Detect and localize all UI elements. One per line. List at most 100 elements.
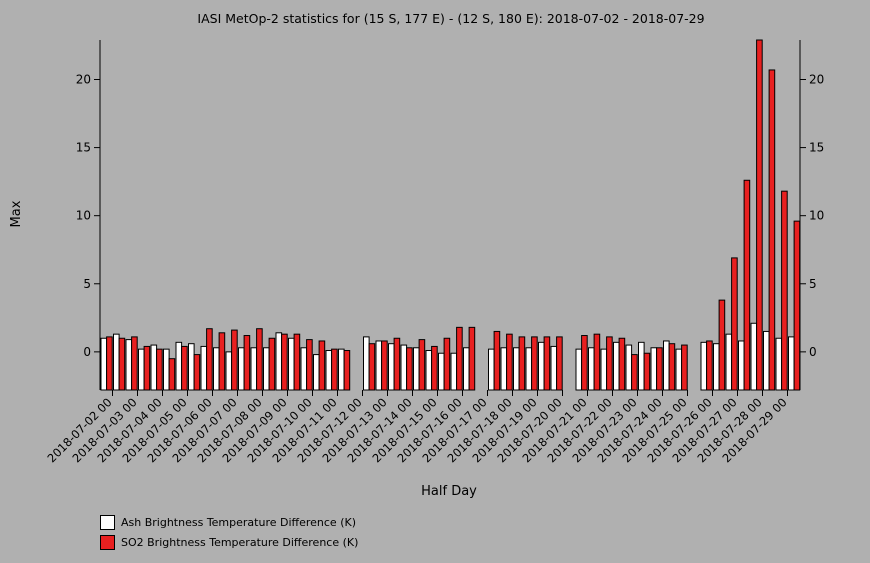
so2-bar [506, 333, 513, 391]
so2-bar [231, 329, 238, 391]
so2-bar [793, 220, 801, 391]
y-axis-label: Max [9, 200, 24, 227]
ash-bar [100, 337, 108, 391]
ash-bar [125, 339, 133, 391]
legend-swatch-so2 [100, 534, 115, 550]
so2-bar [731, 257, 738, 391]
ash-bar [150, 344, 158, 391]
so2-bar [293, 333, 301, 391]
ash-bar [725, 333, 733, 391]
ash-bar [163, 348, 170, 391]
ash-bar [525, 347, 533, 391]
so2-bar [443, 337, 451, 391]
ash-bar [538, 341, 545, 391]
so2-bar [418, 339, 426, 391]
y-tick-label-left: 0 [83, 345, 91, 359]
ash-bar [325, 350, 333, 391]
ash-bar [450, 352, 458, 391]
so2-bar [281, 333, 288, 391]
so2-bar [543, 336, 551, 391]
so2-bar [643, 352, 651, 391]
ash-bar [550, 345, 558, 391]
so2-bar [318, 340, 326, 391]
legend-label-so2: SO2 Brightness Temperature Difference (K… [121, 535, 359, 549]
legend: Ash Brightness Temperature Difference (K… [100, 512, 358, 552]
so2-bar [106, 336, 113, 391]
so2-bar [456, 326, 463, 391]
so2-bar [531, 336, 538, 391]
ash-bar [200, 345, 208, 391]
so2-bar [768, 69, 776, 391]
ash-bar [588, 347, 595, 391]
ash-bar [213, 347, 220, 391]
so2-bar [618, 337, 626, 391]
legend-swatch-ash [100, 514, 115, 530]
so2-bar [556, 336, 563, 391]
y-tick-label-right: 20 [809, 72, 824, 86]
so2-bar [406, 347, 413, 391]
so2-bar [331, 348, 338, 391]
x-axis-label: Half Day [421, 484, 477, 499]
so2-bar [118, 337, 126, 391]
so2-bar [131, 336, 138, 391]
ash-bar [275, 332, 283, 391]
ash-bar [238, 347, 245, 391]
so2-bar [393, 337, 401, 391]
ash-bar [288, 337, 295, 391]
so2-bar [581, 335, 588, 391]
ash-bar [338, 348, 345, 391]
so2-bar [781, 190, 788, 391]
so2-bar [256, 328, 263, 391]
ash-bar [300, 347, 308, 391]
so2-bar [218, 332, 226, 391]
so2-bar [606, 336, 613, 391]
ash-bar [225, 351, 233, 391]
y-tick-label-right: 0 [809, 345, 817, 359]
ash-bar [750, 322, 758, 391]
so2-bar [656, 347, 663, 391]
ash-bar [663, 340, 670, 391]
y-tick-label-right: 10 [809, 209, 824, 223]
ash-bar [400, 344, 408, 391]
y-tick-label-left: 5 [83, 277, 91, 291]
so2-bar [668, 343, 676, 391]
so2-bar [143, 345, 151, 391]
y-tick-label-left: 15 [76, 141, 91, 155]
so2-bar [268, 337, 276, 391]
bars-group [100, 39, 801, 391]
ash-bar [250, 347, 258, 391]
ash-bar [263, 347, 270, 391]
so2-bar [306, 339, 313, 391]
so2-bar [243, 335, 251, 391]
ash-bar [313, 354, 320, 391]
ash-bar [788, 336, 795, 391]
so2-bar [756, 39, 763, 391]
ash-bar [413, 347, 420, 391]
ash-bar [575, 348, 583, 391]
ash-bar [625, 344, 633, 391]
ash-bar [113, 333, 120, 391]
so2-bar [743, 179, 751, 391]
ash-bar [388, 343, 395, 391]
ash-bar [738, 340, 745, 391]
ash-bar [675, 348, 683, 391]
legend-label-ash: Ash Brightness Temperature Difference (K… [121, 515, 356, 529]
ash-bar [513, 347, 520, 391]
so2-bar [193, 354, 201, 391]
ash-bar [375, 340, 383, 391]
so2-bar [368, 343, 376, 391]
ash-bar [763, 330, 770, 391]
legend-item-ash: Ash Brightness Temperature Difference (K… [100, 512, 358, 532]
so2-bar [593, 333, 601, 391]
so2-bar [206, 328, 213, 391]
y-tick-label-left: 10 [76, 209, 91, 223]
so2-bar [168, 358, 176, 391]
ash-bar [438, 352, 445, 391]
y-tick-label-left: 20 [76, 72, 91, 86]
so2-bar [518, 336, 526, 391]
so2-bar [343, 350, 351, 391]
so2-bar [706, 340, 713, 391]
so2-bar [381, 340, 388, 391]
ash-bar [425, 350, 433, 391]
